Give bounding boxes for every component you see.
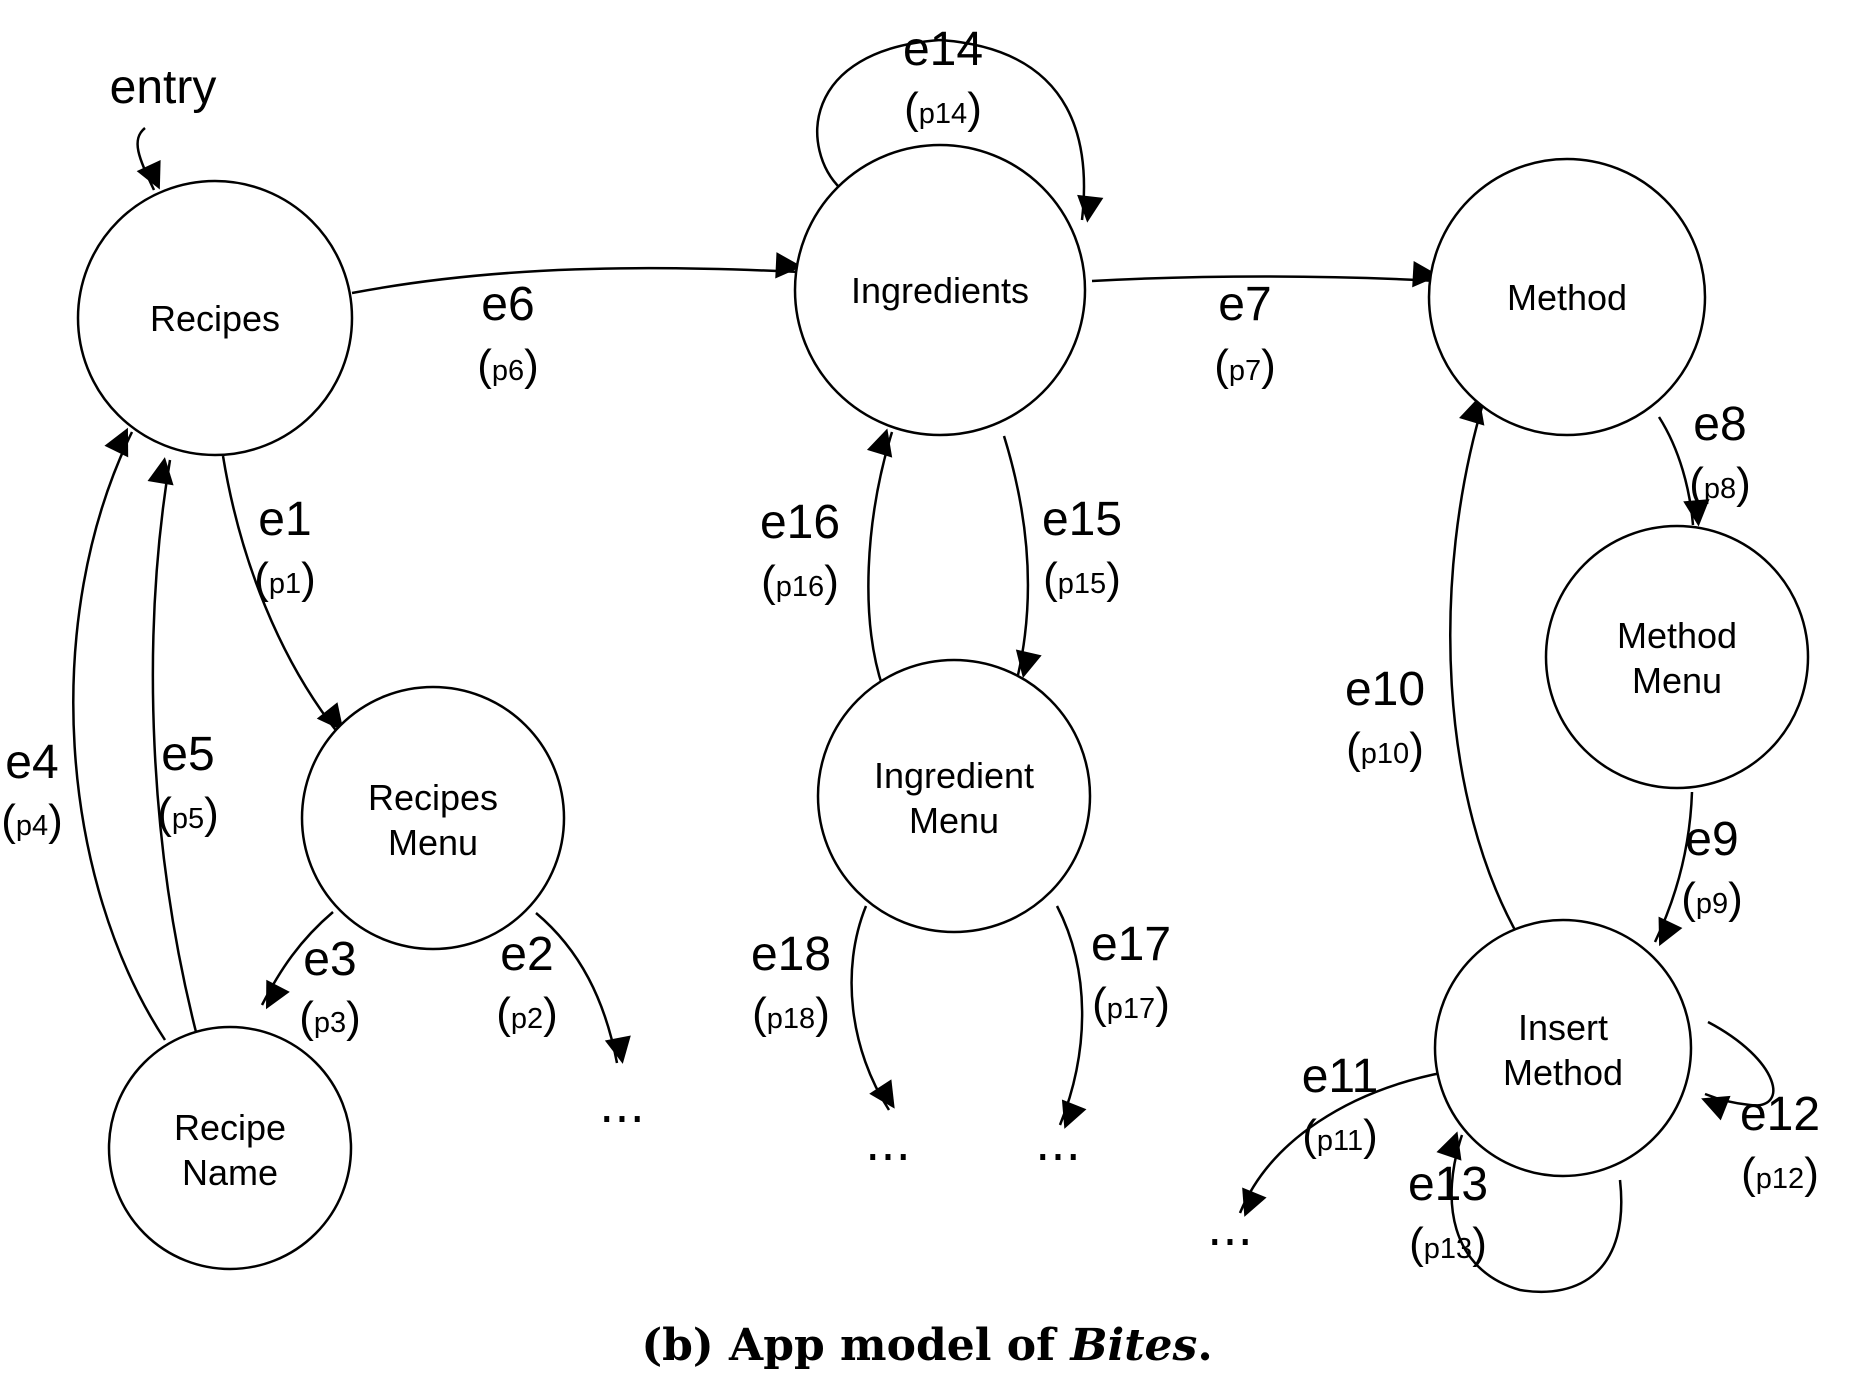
- edge-label-e18: e18: [751, 928, 831, 981]
- node-insert-method-label-line1: Insert: [1518, 1007, 1608, 1048]
- param-label-p14: (p14): [904, 84, 982, 133]
- caption-prefix: (b) App model of: [641, 1320, 1071, 1371]
- app-model-diagram: Recipes Recipes Menu Recipe Name Ingredi…: [1, 23, 1820, 1294]
- edge-e11: [1238, 1070, 1447, 1217]
- ellipsis-recipes-menu: ...: [599, 1078, 645, 1134]
- ellipsis-insert-method: ...: [1207, 1201, 1253, 1257]
- caption-suffix: .: [1197, 1320, 1213, 1371]
- param-label-p11: (p11): [1302, 1111, 1378, 1160]
- edge-label-e2: e2: [500, 928, 553, 981]
- param-label-p9: (p9): [1681, 874, 1743, 923]
- entry-arrow: [136, 127, 161, 191]
- node-method: Method: [1427, 157, 1707, 437]
- ellipses: ... ... ... ...: [599, 1078, 1253, 1257]
- edge-e18: [850, 905, 895, 1111]
- edge-label-e10: e10: [1345, 663, 1425, 716]
- caption-app-name: Bites: [1070, 1320, 1198, 1371]
- param-label-p16: (p16): [761, 557, 839, 606]
- edge-e1: [221, 455, 344, 734]
- edge-e15: [1002, 435, 1042, 679]
- node-recipe-name-label-line1: Recipe: [174, 1107, 286, 1148]
- node-recipes: Recipes: [76, 179, 354, 457]
- edge-label-e6: e6: [481, 278, 534, 331]
- node-ingredients: Ingredients: [793, 143, 1087, 437]
- node-insert-method-label-line2: Method: [1503, 1052, 1623, 1093]
- edge-e16: [866, 428, 894, 689]
- edge-e7: [1091, 260, 1440, 288]
- edge-label-e14: e14: [903, 23, 983, 76]
- param-label-p13: (p13): [1409, 1219, 1487, 1268]
- edge-e4: [72, 427, 167, 1041]
- param-label-p6: (p6): [477, 341, 539, 390]
- node-recipe-name-label-line2: Name: [182, 1152, 278, 1193]
- param-label-p8: (p8): [1689, 459, 1751, 508]
- node-recipes-label: Recipes: [150, 298, 280, 339]
- entry-label: entry: [110, 61, 217, 114]
- edge-label-e4: e4: [5, 736, 58, 789]
- edge-e14: [816, 38, 1104, 223]
- edge-label-e16: e16: [760, 496, 840, 549]
- node-recipes-menu: Recipes Menu: [300, 685, 566, 951]
- edge-e8: [1657, 416, 1710, 527]
- edge-label-e9: e9: [1685, 813, 1738, 866]
- edge-label-e15: e15: [1042, 493, 1122, 546]
- node-insert-method: Insert Method: [1433, 918, 1693, 1178]
- param-label-p12: (p12): [1741, 1149, 1819, 1198]
- param-label-p10: (p10): [1346, 724, 1424, 773]
- edge-label-e17: e17: [1091, 918, 1171, 971]
- edge-e17: [1055, 905, 1087, 1129]
- edge-e13: [1436, 1131, 1623, 1294]
- edge-label-e7: e7: [1218, 278, 1271, 331]
- param-label-p7: (p7): [1214, 341, 1276, 390]
- node-recipes-menu-label-line1: Recipes: [368, 777, 498, 818]
- edge-label-e3: e3: [303, 933, 356, 986]
- param-label-p5: (p5): [157, 789, 219, 838]
- edge-label-e1: e1: [258, 493, 311, 546]
- edge-label-e13: e13: [1408, 1158, 1488, 1211]
- node-ingredients-label: Ingredients: [851, 270, 1029, 311]
- node-method-label: Method: [1507, 277, 1627, 318]
- edge-e6: [351, 252, 803, 295]
- edge-e3: [260, 911, 334, 1010]
- ellipsis-ingredient-menu-right: ...: [1035, 1116, 1081, 1172]
- node-method-menu: Method Menu: [1544, 524, 1810, 790]
- edge-label-e8: e8: [1693, 398, 1746, 451]
- node-recipes-menu-label-line2: Menu: [388, 822, 478, 863]
- param-label-p17: (p17): [1092, 979, 1170, 1028]
- node-ingredient-menu-label-line2: Menu: [909, 800, 999, 841]
- node-method-menu-label-line2: Menu: [1632, 660, 1722, 701]
- param-label-p1: (p1): [254, 554, 316, 603]
- node-ingredient-menu-label-line1: Ingredient: [874, 755, 1034, 796]
- edge-e5: [147, 457, 198, 1033]
- param-label-p15: (p15): [1043, 554, 1121, 603]
- edge-labels: e1 (p1) e2 (p2) e3 (p3) e4 (p4) e5 (p5) …: [1, 23, 1820, 1268]
- edge-e9: [1653, 791, 1694, 947]
- edges: [72, 38, 1775, 1294]
- edge-e2: [535, 912, 631, 1064]
- edge-label-e5: e5: [161, 728, 214, 781]
- node-recipe-name: Recipe Name: [107, 1025, 353, 1271]
- param-label-p18: (p18): [752, 989, 830, 1038]
- node-ingredient-menu: Ingredient Menu: [816, 658, 1092, 934]
- figure-caption: (b) App model of Bites.: [0, 1320, 1854, 1371]
- edge-e10: [1449, 396, 1522, 940]
- param-label-p2: (p2): [496, 989, 558, 1038]
- node-method-menu-label-line1: Method: [1617, 615, 1737, 656]
- edge-label-e11: e11: [1302, 1050, 1379, 1103]
- edge-label-e12: e12: [1740, 1088, 1820, 1141]
- param-label-p4: (p4): [1, 796, 63, 845]
- param-label-p3: (p3): [299, 993, 361, 1042]
- ellipsis-ingredient-menu-left: ...: [865, 1116, 911, 1172]
- edge-e12: [1701, 1020, 1775, 1121]
